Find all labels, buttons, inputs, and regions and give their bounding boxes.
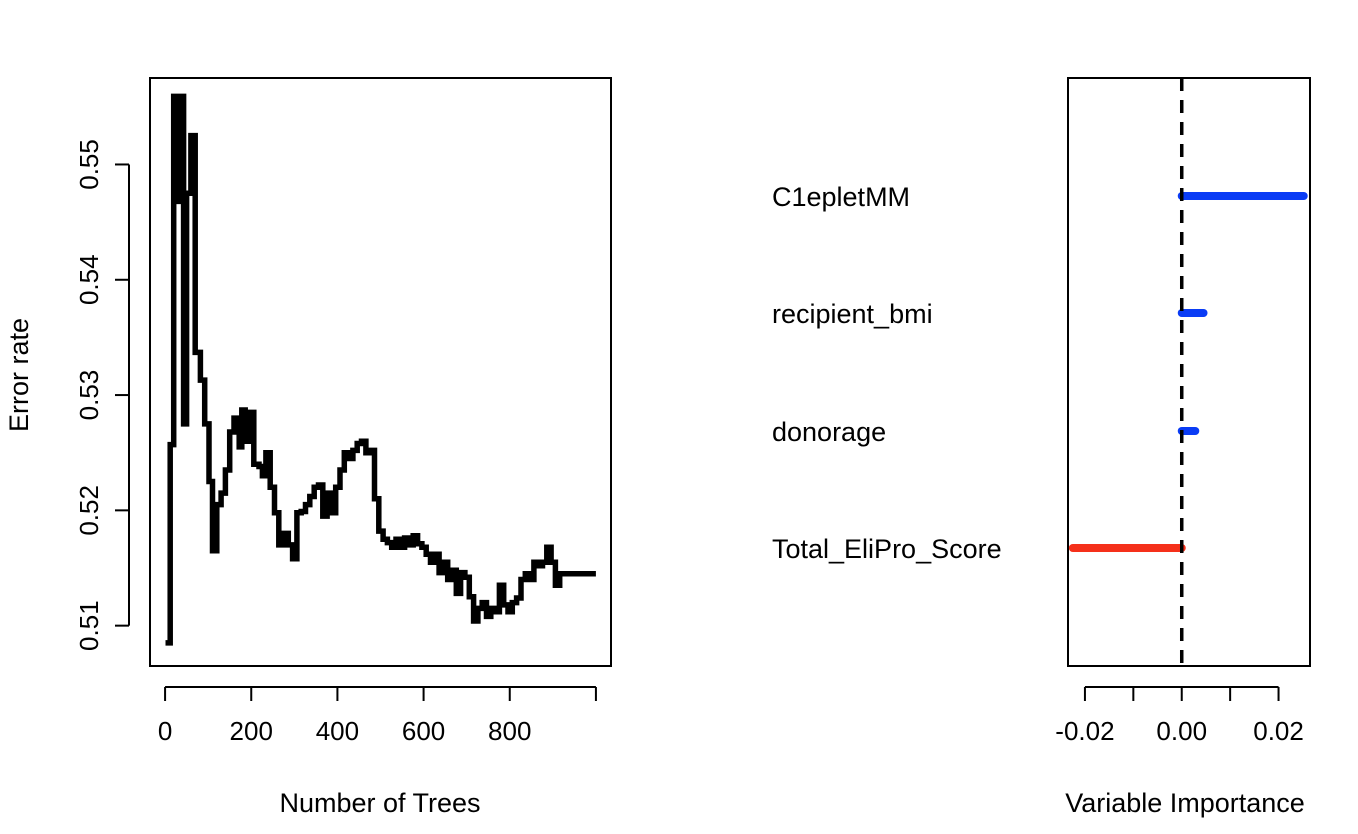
variable-label: Total_EliPro_Score xyxy=(772,534,1002,564)
error-rate-x-tick-label: 800 xyxy=(488,716,531,746)
importance-x-tick-label: 0.02 xyxy=(1253,716,1304,746)
importance-x-tick-label: -0.02 xyxy=(1055,716,1114,746)
error-rate-x-tick-label: 0 xyxy=(158,716,172,746)
importance-variable-labels: C1epletMM recipient_bmi donorage Total_EliP… xyxy=(772,182,1002,564)
error-rate-y-tick-label: 0.54 xyxy=(74,254,104,305)
importance-x-axis: -0.02 0.00 0.02 xyxy=(1055,686,1304,746)
variable-label: recipient_bmi xyxy=(772,299,933,329)
importance-x-axis-title: Variable Importance xyxy=(1065,788,1305,818)
importance-plot-frame xyxy=(1067,77,1311,667)
error-rate-series-line xyxy=(165,93,596,646)
error-rate-y-tick-label: 0.51 xyxy=(74,600,104,651)
importance-bars xyxy=(1068,192,1308,552)
variable-label: donorage xyxy=(772,417,886,447)
variable-label: C1epletMM xyxy=(772,182,910,212)
error-rate-chart: 0 200 400 600 800 0.51 0.52 0.53 0.54 0.55 Numbe… xyxy=(4,77,612,818)
error-rate-x-tick-label: 200 xyxy=(230,716,273,746)
variable-importance-chart: -0.02 0.00 0.02 C1epletMM recipient_bmidono… xyxy=(772,77,1311,818)
error-rate-y-tick-label: 0.53 xyxy=(74,370,104,421)
error-rate-y-tick-label: 0.52 xyxy=(74,485,104,536)
error-rate-y-tick-label: 0.55 xyxy=(74,139,104,190)
importance-x-tick-label: 0.00 xyxy=(1156,716,1207,746)
error-rate-plot-frame xyxy=(149,77,612,667)
error-rate-x-axis-title: Number of Trees xyxy=(279,788,480,818)
error-rate-y-axis-title: Error rate xyxy=(4,318,34,432)
error-rate-x-tick-label: 400 xyxy=(316,716,359,746)
error-rate-x-tick-label: 600 xyxy=(402,716,445,746)
error-rate-y-axis: 0.51 0.52 0.53 0.54 0.55 xyxy=(74,139,130,651)
error-rate-x-axis: 0 200 400 600 800 xyxy=(158,686,597,746)
